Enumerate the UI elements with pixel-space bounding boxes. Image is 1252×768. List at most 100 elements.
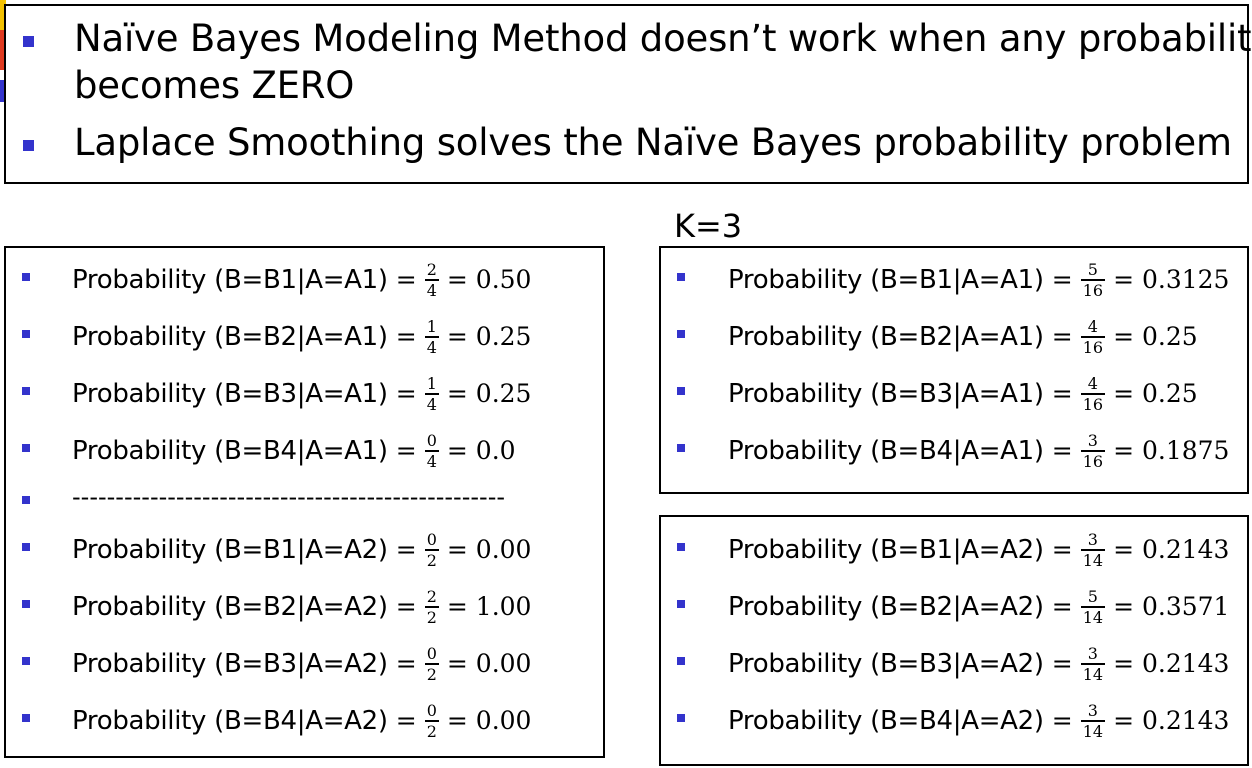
fraction-numerator: 3 [1087,431,1098,450]
probability-result: = 1.00 [446,591,532,621]
fraction-denominator: 2 [426,721,437,741]
bullet-icon [22,657,30,665]
equals-sign: = [395,378,417,408]
bullet-icon [677,543,685,551]
probability-row: Probability (B=B4|A=A2) = 0 2 = 0.00 [72,702,531,740]
fraction-denominator: 16 [1082,337,1104,357]
fraction-numerator: 1 [426,317,437,336]
fraction-bar [424,336,439,338]
bullet-icon [677,657,685,665]
probability-row: Probability (B=B2|A=A2) = 2 2 = 1.00 [72,588,531,626]
probability-label: Probability (B=B4|A=A1) [728,435,1044,466]
probability-row: Probability (B=B2|A=A1) = 1 4 = 0.25 [72,318,531,356]
fraction: 3 16 [1080,431,1106,471]
fraction-numerator: 0 [426,530,437,549]
probability-row: Probability (B=B1|A=A2) = 0 2 = 0.00 [72,531,531,569]
right-top-probability-box: Probability (B=B1|A=A1) = 5 16 = 0.3125 Proba… [659,246,1249,494]
fraction-numerator: 0 [426,701,437,720]
probability-label: Probability (B=B2|A=A2) [728,591,1044,622]
header-bullet-1-cont: becomes ZERO [74,64,355,107]
fraction-numerator: 0 [426,431,437,450]
fraction: 3 14 [1080,530,1106,569]
probability-result: = 0.25 [1113,378,1198,408]
probability-label: Probability (B=B3|A=A2) [728,648,1044,679]
equals-sign: = [1051,435,1073,465]
equals-sign: = [1051,378,1073,408]
equals-sign: = [395,321,417,351]
fraction-numerator: 1 [426,374,437,393]
probability-result: = 0.3125 [1113,264,1230,294]
fraction-bar [424,393,439,395]
equals-sign: = [1051,321,1073,351]
fraction-numerator: 4 [1087,317,1098,336]
fraction-bar [1080,606,1106,608]
fraction-numerator: 2 [426,260,437,279]
fraction-bar [1080,450,1106,452]
probability-row: Probability (B=B1|A=A1) = 2 4 = 0.50 [72,261,531,299]
probability-result: = 0.50 [446,264,532,294]
equals-sign: = [1051,591,1073,621]
fraction-denominator: 2 [426,550,437,570]
probability-result: = 0.2143 [1113,705,1230,735]
fraction-bar [424,720,439,722]
fraction-denominator: 2 [426,664,437,684]
equals-sign: = [395,264,417,294]
fraction-denominator: 2 [426,607,437,627]
bullet-icon [22,444,30,452]
probability-label: Probability (B=B4|A=A2) [728,705,1044,736]
equals-sign: = [395,705,417,735]
left-probability-box: Probability (B=B1|A=A1) = 2 4 = 0.50 Probabil… [4,246,605,758]
fraction-numerator: 3 [1087,530,1098,549]
probability-row: Probability (B=B1|A=A2) = 3 14 = 0.2143 [728,531,1229,569]
probability-result: = 0.25 [446,321,532,351]
probability-result: = 0.1875 [1113,435,1230,465]
fraction-bar [1080,720,1106,722]
probability-label: Probability (B=B3|A=A1) [72,378,388,409]
separator-dashes: ----------------------------------------… [72,483,506,511]
probability-result: = 0.3571 [1113,591,1230,621]
probability-result: = 0.25 [1113,321,1198,351]
fraction-bar [1080,393,1106,395]
fraction-bar [1080,549,1106,551]
fraction-denominator: 4 [426,451,437,471]
fraction-bar [424,279,439,281]
probability-label: Probability (B=B2|A=A1) [72,321,388,352]
equals-sign: = [395,435,417,465]
bullet-icon [22,600,30,608]
probability-result: = 0.00 [446,534,532,564]
fraction-denominator: 16 [1082,451,1104,471]
bullet-icon [23,140,34,151]
fraction-bar [424,549,439,551]
fraction-bar [424,450,439,452]
bullet-icon [677,714,685,722]
fraction-numerator: 3 [1087,644,1098,663]
probability-row: Probability (B=B2|A=A1) = 4 16 = 0.25 [728,318,1198,356]
probability-label: Probability (B=B1|A=A1) [728,264,1044,295]
probability-row: Probability (B=B3|A=A2) = 0 2 = 0.00 [72,645,531,683]
fraction-denominator: 4 [426,337,437,357]
probability-result: = 0.00 [446,705,532,735]
probability-label: Probability (B=B4|A=A2) [72,705,388,736]
fraction-bar [1080,663,1106,665]
probability-label: Probability (B=B4|A=A1) [72,435,388,466]
bullet-icon [677,600,685,608]
header-bullet-2: Laplace Smoothing solves the Naïve Bayes… [74,121,1232,164]
probability-label: Probability (B=B3|A=A2) [72,648,388,679]
header-box: Naïve Bayes Modeling Method doesn’t work… [4,4,1252,184]
bullet-icon [22,496,30,504]
fraction-denominator: 14 [1082,721,1104,741]
fraction: 3 14 [1080,702,1106,741]
probability-result: = 0.2143 [1113,648,1230,678]
probability-label: Probability (B=B1|A=A2) [72,534,388,565]
fraction-denominator: 4 [426,394,437,414]
bullet-icon [23,36,34,47]
bullet-icon [677,387,685,395]
probability-row: Probability (B=B2|A=A2) = 5 14 = 0.3571 [728,588,1229,626]
